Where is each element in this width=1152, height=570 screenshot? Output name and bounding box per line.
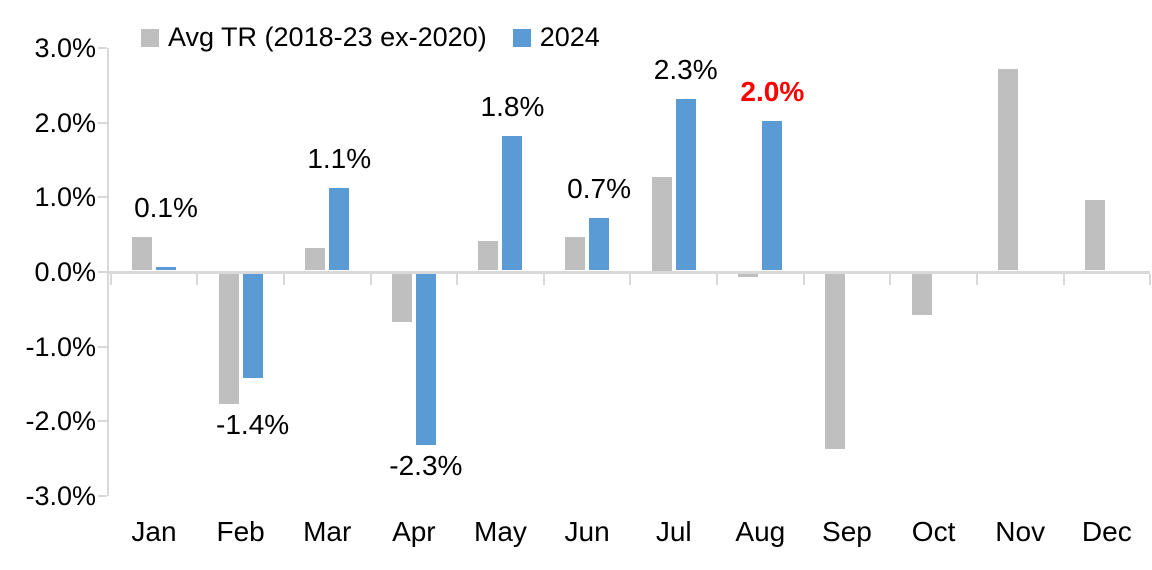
x-axis-tick (456, 273, 459, 285)
x-axis-label-aug: Aug (735, 516, 786, 547)
bar-avg-may (478, 240, 499, 271)
data-label-feb: -1.4% (216, 409, 290, 441)
x-axis-tick (889, 273, 892, 285)
bar-avg-sep (824, 273, 845, 449)
chart-legend: Avg TR (2018-23 ex-2020) 2024 (141, 24, 600, 51)
x-axis-tick (196, 273, 199, 285)
x-axis-tick (542, 273, 545, 285)
x-axis-tick (716, 273, 719, 285)
x-axis-label-apr: Apr (392, 516, 436, 547)
legend-label-avg-tr: Avg TR (2018-23 ex-2020) (168, 22, 487, 52)
bar-2024-jun (589, 218, 610, 271)
x-axis-tick (109, 273, 112, 285)
y-axis-tick-label: -3.0% (25, 480, 96, 511)
bar-avg-jun (565, 236, 586, 271)
data-label-apr: -2.3% (389, 450, 463, 482)
y-axis-tick (98, 271, 107, 273)
x-axis-tick (629, 273, 632, 285)
x-axis-label-oct: Oct (911, 516, 956, 547)
bar-avg-mar (305, 248, 326, 271)
y-axis-tick-label: -2.0% (25, 406, 96, 437)
x-axis-label-feb: Feb (216, 516, 265, 547)
x-axis-tick (1149, 273, 1152, 285)
y-axis-tick-label: -1.0% (25, 331, 96, 362)
y-axis-tick-label: 2.0% (34, 107, 96, 138)
bar-2024-may (502, 136, 523, 271)
bar-avg-nov (998, 69, 1019, 271)
y-axis-tick-label: 0.0% (34, 257, 96, 287)
bar-avg-aug (738, 273, 759, 278)
legend-swatch-avg-tr (141, 28, 159, 47)
y-axis-tick-label: 3.0% (34, 33, 96, 64)
x-axis-line (107, 270, 1150, 274)
data-label-jul: 2.3% (653, 53, 718, 85)
y-axis-tick-label: 1.0% (34, 182, 96, 213)
data-label-jan: 0.1% (134, 191, 198, 223)
x-axis-label-jun: Jun (564, 516, 610, 547)
data-label-may: 1.8% (480, 91, 545, 123)
data-label-aug: 2.0% (740, 76, 805, 108)
y-axis-tick (98, 345, 107, 348)
y-axis-tick (98, 121, 107, 124)
data-label-jun: 0.7% (567, 173, 631, 205)
x-axis-tick (975, 273, 978, 285)
bar-2024-feb (242, 273, 263, 378)
x-axis-label-nov: Nov (995, 516, 1046, 547)
x-axis-label-jul: Jul (655, 516, 692, 547)
data-label-mar: 1.1% (307, 143, 372, 175)
x-axis-label-may: May (474, 516, 527, 547)
x-axis-tick (282, 273, 285, 285)
x-axis-tick (369, 273, 372, 285)
y-axis-tick (98, 420, 107, 423)
legend-swatch-2024 (512, 28, 531, 47)
x-axis-tick (1062, 273, 1065, 285)
bar-2024-aug (762, 121, 783, 271)
bar-avg-feb (218, 273, 239, 405)
bar-avg-oct (911, 273, 932, 315)
bar-2024-jul (675, 98, 696, 271)
y-axis-tick (98, 196, 107, 199)
legend-item-2024: 2024 (512, 22, 600, 52)
legend-label-2024: 2024 (539, 22, 600, 52)
bar-2024-mar (329, 188, 350, 271)
y-axis-tick (98, 494, 107, 497)
bar-2024-apr (415, 273, 436, 446)
legend-item-avg-tr: Avg TR (2018-23 ex-2020) (141, 24, 487, 51)
x-axis-label-dec: Dec (1081, 516, 1132, 547)
y-axis-tick (98, 47, 107, 50)
bar-avg-jul (651, 177, 672, 271)
bar-avg-dec (1084, 199, 1105, 271)
bar-2024-jan (156, 266, 176, 271)
x-axis-label-jan: Jan (131, 516, 177, 547)
bar-avg-apr (391, 273, 412, 322)
x-axis-label-sep: Sep (822, 516, 872, 547)
x-axis-label-mar: Mar (303, 516, 352, 547)
x-axis-tick (802, 273, 805, 285)
bar-avg-jan (132, 236, 152, 271)
